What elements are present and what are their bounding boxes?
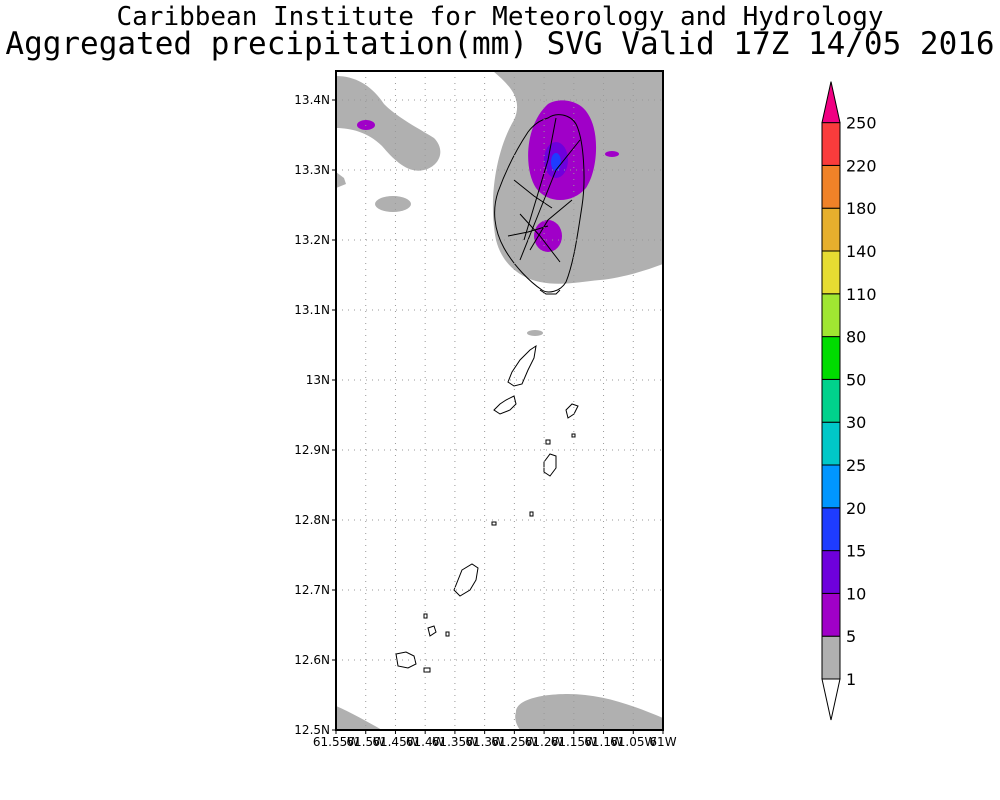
colorbar-swatch xyxy=(821,635,841,680)
colorbar-level-label: 5 xyxy=(846,627,856,646)
colorbar-min-triangle xyxy=(821,678,841,721)
lon-tick-label: 61.15W xyxy=(551,735,597,749)
colorbar-swatch xyxy=(821,421,841,466)
precipitation-1mm-areas xyxy=(336,71,663,730)
colorbar-level-label: 140 xyxy=(846,242,877,261)
lon-tick-label: 61.5W xyxy=(346,735,385,749)
lat-tick-label: 12.8N xyxy=(294,513,330,527)
lat-tick-label: 12.9N xyxy=(294,443,330,457)
colorbar-swatch xyxy=(821,164,841,209)
lat-tick-label: 12.6N xyxy=(294,653,330,667)
colorbar-level-label: 250 xyxy=(846,114,877,133)
lon-tick-label: 61.45W xyxy=(372,735,418,749)
colorbar-level-label: 25 xyxy=(846,456,866,475)
colorbar-level-label: 80 xyxy=(846,328,866,347)
lon-tick-label: 61.25W xyxy=(491,735,537,749)
map-subtitle: Aggregated precipitation(mm) SVG Valid 1… xyxy=(5,26,995,62)
colorbar-level-label: 30 xyxy=(846,413,866,432)
colorbar-level-label: 1 xyxy=(846,670,856,689)
colorbar-swatch xyxy=(821,293,841,338)
lon-tick-label: 61.3W xyxy=(465,735,504,749)
colorbar-swatch xyxy=(821,336,841,380)
latitude-axis: 13.4N 13.3N 13.2N 13.1N 13N 12.9N 12.8N 12.7N 12… xyxy=(294,93,336,737)
lat-tick-label: 13.4N xyxy=(294,93,330,107)
colorbar-swatch xyxy=(821,592,841,637)
lat-tick-label: 13.3N xyxy=(294,163,330,177)
colorbar-level-label: 220 xyxy=(846,156,877,175)
colorbar-level-label: 10 xyxy=(846,584,866,603)
colorbar-swatch xyxy=(821,507,841,552)
colorbar-swatch xyxy=(821,122,841,166)
lat-tick-label: 13N xyxy=(306,373,330,387)
lon-tick-label: 61.1W xyxy=(584,735,623,749)
colorbar-swatch xyxy=(821,550,841,594)
island-landmass-outlines xyxy=(395,114,585,673)
lon-tick-label: 61.55W xyxy=(313,735,359,749)
colorbar-level-label: 110 xyxy=(846,285,877,304)
map-area xyxy=(336,71,663,730)
lon-tick-label: 61.05W xyxy=(610,735,656,749)
lat-tick-label: 12.5N xyxy=(294,723,330,737)
lat-tick-label: 12.7N xyxy=(294,583,330,597)
colorbar-swatch xyxy=(821,464,841,509)
colorbar-swatch xyxy=(821,250,841,295)
longitude-axis: 61.55W61.5W61.45W61.4W61.35W61.3W61.25W6… xyxy=(313,730,677,749)
map-frame xyxy=(335,70,664,731)
colorbar-swatch xyxy=(821,378,841,423)
lon-tick-label: 61.2W xyxy=(525,735,564,749)
lat-tick-label: 13.2N xyxy=(294,233,330,247)
colorbar-swatch xyxy=(821,207,841,252)
colorbar-level-label: 20 xyxy=(846,499,866,518)
lat-tick-label: 13.1N xyxy=(294,303,330,317)
lon-tick-label: 61.4W xyxy=(406,735,445,749)
lon-tick-label: 61.35W xyxy=(432,735,478,749)
map-title: Caribbean Institute for Meteorology and … xyxy=(116,2,884,32)
precipitation-5mm-areas xyxy=(357,100,619,252)
colorbar-max-triangle xyxy=(821,81,841,124)
colorbar-level-label: 180 xyxy=(846,199,877,218)
lat-lon-gridlines xyxy=(336,71,663,730)
colorbar-level-label: 15 xyxy=(846,542,866,561)
lon-tick-label: 61W xyxy=(649,735,676,749)
colorbar-level-label: 50 xyxy=(846,370,866,389)
